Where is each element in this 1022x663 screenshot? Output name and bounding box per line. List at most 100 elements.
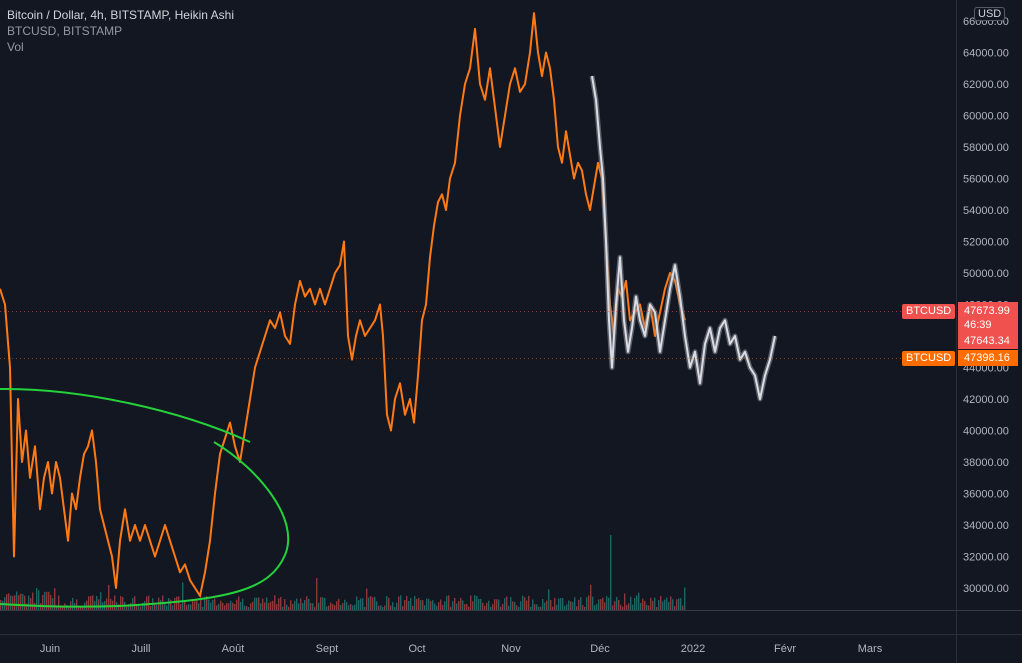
volume-bar [36,588,38,610]
volume-bar [408,600,410,610]
volume-bar [608,597,610,610]
volume-bar [324,598,326,610]
volume-bar [108,584,110,610]
volume-bar [46,591,48,610]
volume-bar [366,588,368,610]
volume-bar [50,594,52,610]
volume-bar [60,606,62,610]
volume-bar [494,599,496,610]
volume-bar [226,603,228,610]
chart-legend: Bitcoin / Dollar, 4h, BITSTAMP, Heikin A… [7,7,234,55]
volume-bar [344,599,346,610]
volume-bar [394,606,396,610]
volume-bar [378,605,380,610]
volume-bar [100,592,102,610]
volume-bar [662,601,664,610]
volume-bar [372,597,374,610]
volume-bar [38,590,40,610]
volume-bar [54,588,56,610]
volume-bar [292,603,294,610]
volume-bar [276,604,278,610]
volume-bar [154,603,156,610]
volume-bar [196,599,198,610]
volume-bar [650,597,652,610]
currency-badge[interactable]: USD [974,7,1006,21]
volume-bar [638,592,640,610]
volume-bar [122,597,124,610]
volume-bar [470,595,472,610]
volume-bar [246,606,248,610]
volume-bar [490,606,492,610]
y-tick-label: 42000.00 [963,394,1009,406]
volume-bar [224,605,226,610]
volume-bar [616,597,618,610]
volume-bar [12,595,14,610]
volume-bar [466,603,468,610]
y-tick-label: 60000.00 [963,111,1009,123]
volume-bar [654,597,656,610]
volume-bar [236,599,238,610]
volume-bar [626,605,628,610]
volume-bar [564,605,566,610]
volume-bar [382,606,384,610]
volume-bar [526,600,528,610]
volume-bar [364,606,366,610]
volume-bar [206,596,208,610]
volume-bar [508,605,510,610]
symbol-tag-orange: BTCUSD [902,351,956,366]
volume-bar [234,603,236,610]
volume-bar [402,606,404,610]
volume-bar [342,603,344,610]
volume-bar [228,603,230,610]
volume-bar [354,604,356,610]
volume-bar [614,601,616,610]
volume-bar [398,596,400,610]
volume-bar [670,596,672,610]
secondary-price-tag: 47643.34 [958,334,1018,349]
volume-bar [572,601,574,610]
volume-bar [590,584,592,610]
volume-bar [168,598,170,610]
legend-symbol: BTCUSD, BITSTAMP [7,24,123,38]
volume-bar [586,597,588,610]
volume-bar [188,604,190,610]
volume-bar [330,602,332,610]
volume-bar [244,605,246,610]
volume-bar [240,601,242,610]
x-tick-label: 2022 [681,643,705,655]
volume-bar [346,602,348,610]
volume-bar [270,601,272,610]
volume-bar [540,606,542,610]
volume-bar [286,604,288,610]
x-tick-label: Juin [40,643,60,655]
volume-bar [254,597,256,610]
volume-bar [566,604,568,610]
volume-bar [68,605,70,610]
volume-bar [8,593,10,610]
white-series-line [591,75,776,400]
volume-bar [582,605,584,610]
legend-volume: Vol [7,40,24,54]
volume-bar [664,599,666,610]
volume-bar [32,592,34,610]
volume-bar [260,603,262,610]
volume-bar [78,606,80,610]
volume-bar [202,606,204,610]
volume-bar [606,596,608,610]
volume-bar [620,604,622,610]
volume-bar [90,596,92,610]
volume-bar [282,606,284,610]
volume-bar [130,603,132,610]
volume-bar [678,598,680,610]
orange-price-tag: 47398.16 [958,350,1018,366]
volume-bar [468,606,470,610]
volume-bar [498,599,500,610]
volume-bar [278,598,280,610]
volume-bar [462,600,464,610]
volume-bar [248,606,250,610]
volume-bar [548,589,550,610]
volume-bar [666,597,668,610]
volume-bar [290,600,292,610]
volume-bar [146,596,148,610]
